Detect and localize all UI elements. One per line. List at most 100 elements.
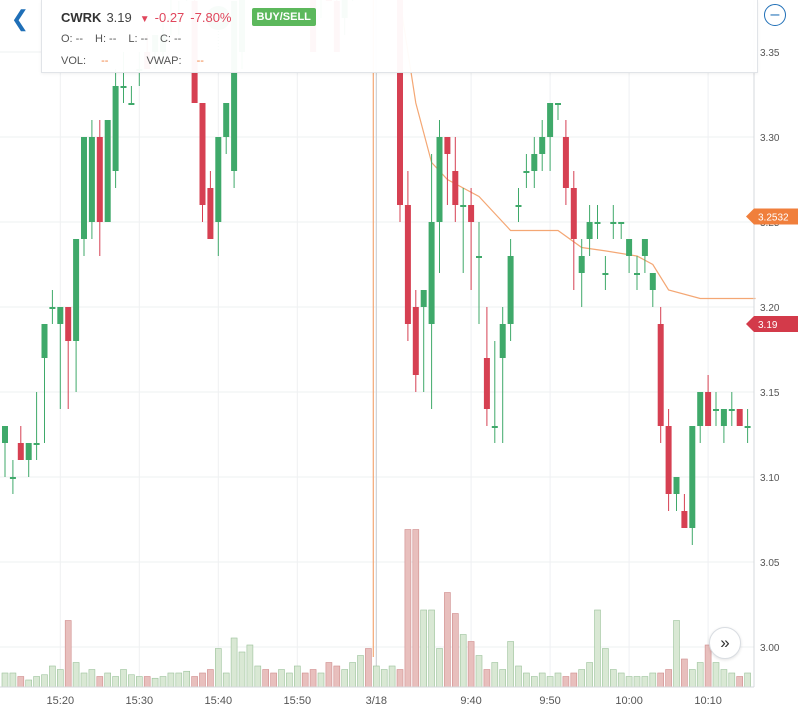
candle-body	[562, 137, 569, 188]
volume-bar	[586, 662, 593, 688]
volume-bar	[1, 672, 9, 688]
quote-info-panel: CWRK 3.19 ▼ -0.27 -7.80% BUY/SELL O: -- H…	[41, 0, 758, 73]
volume-bar	[428, 609, 435, 688]
candle-body	[641, 239, 648, 256]
vwap-value: --	[196, 55, 204, 67]
candle-body	[199, 103, 206, 205]
buy-sell-button[interactable]: BUY/SELL	[251, 8, 316, 26]
price-change-percent: -7.80%	[190, 9, 232, 25]
candle-body	[397, 0, 403, 205]
candle-body	[49, 307, 56, 309]
candle-body	[452, 171, 459, 205]
x-tick-label: 10:00	[615, 695, 643, 707]
vwap-readout: VWAP: --	[146, 55, 215, 67]
candle-body	[594, 222, 601, 224]
volume-bar	[515, 665, 522, 688]
volume-bar	[143, 676, 151, 688]
x-tick-label: 3/18	[366, 695, 387, 707]
candle-body	[223, 103, 230, 137]
volume-bar	[554, 672, 562, 688]
scroll-to-latest-button[interactable]: »	[709, 627, 741, 659]
volume-bar	[64, 620, 72, 688]
candle-body	[215, 137, 222, 222]
candle-body	[33, 443, 40, 445]
candle-body	[523, 171, 530, 173]
volume-bar	[17, 676, 25, 688]
down-arrow-icon: ▼	[139, 13, 150, 25]
candle-body	[491, 426, 498, 428]
volume-bar	[262, 669, 270, 688]
close-value: C: --	[159, 33, 182, 45]
volume-bar	[633, 676, 641, 688]
volume-bar	[112, 676, 119, 688]
y-tick-label: 3.30	[760, 133, 780, 144]
volume-bar	[88, 669, 96, 688]
volume-bar	[412, 529, 420, 688]
volume-bar	[681, 658, 688, 688]
candle-body	[17, 443, 24, 460]
volume-bar	[333, 665, 341, 688]
candle-body	[444, 137, 451, 154]
candle-body	[578, 256, 585, 273]
volume-bar	[696, 662, 704, 688]
volume-bar	[736, 676, 744, 688]
volume-bar	[325, 662, 333, 688]
volume-value: --	[101, 55, 109, 67]
volume-bar	[396, 669, 404, 688]
candle-body	[41, 324, 48, 358]
high-value: H: --	[95, 33, 117, 45]
candle-body	[476, 256, 482, 258]
price-change: ▼ -0.27	[140, 10, 185, 25]
volume-bar	[309, 669, 317, 688]
candle-body	[728, 409, 735, 411]
x-tick-label: 9:40	[460, 695, 481, 707]
candle-body	[507, 256, 514, 324]
x-tick-label: 15:20	[47, 695, 75, 707]
volume-bar	[625, 676, 633, 688]
volume-bar	[483, 669, 491, 688]
volume-bar	[41, 674, 48, 688]
volume-bar	[230, 637, 238, 688]
volume-bar	[451, 613, 459, 688]
ticker-symbol: CWRK	[61, 9, 102, 25]
candle-body	[634, 273, 640, 275]
collapse-button[interactable]: –	[764, 4, 786, 26]
candle-body	[460, 205, 467, 207]
volume-bar	[167, 672, 175, 688]
volume-bar	[80, 672, 88, 688]
volume-bar	[49, 665, 56, 688]
volume-bar	[538, 672, 546, 688]
x-tick-label: 10:10	[694, 695, 722, 707]
volume-bar	[349, 662, 356, 688]
y-tick-label: 3.10	[760, 473, 780, 484]
open-value: O: --	[61, 33, 83, 45]
candle-body	[468, 205, 475, 222]
volume-bar	[444, 592, 451, 688]
candle-body	[618, 222, 625, 224]
back-button[interactable]: ❮	[8, 6, 32, 32]
indicator-row: VOL: -- VWAP: --	[61, 55, 228, 67]
price-change-value: -0.27	[154, 9, 185, 25]
candle-body	[112, 86, 119, 171]
candle-body	[547, 103, 554, 137]
volume-bar	[72, 662, 80, 688]
volume-bar	[246, 644, 254, 688]
volume-bar	[128, 674, 135, 688]
volume-bar	[578, 669, 586, 688]
volume-bar	[372, 665, 380, 688]
candle-body	[713, 409, 719, 411]
vwap-line	[399, 0, 756, 300]
quote-summary-row: CWRK 3.19 ▼ -0.27 -7.80% BUY/SELL	[61, 8, 316, 26]
candle-body	[705, 392, 712, 426]
candle-body	[531, 154, 538, 171]
y-tick-label: 3.05	[760, 558, 780, 569]
y-tick-label: 3.15	[760, 388, 780, 399]
candle-body	[539, 137, 546, 154]
candle-body	[673, 477, 680, 494]
vwap-price-tag-bg	[746, 208, 798, 225]
volume-bar	[222, 672, 230, 688]
volume-bar	[649, 672, 657, 688]
minus-circle-icon: –	[770, 6, 780, 23]
volume-bar	[673, 620, 680, 688]
